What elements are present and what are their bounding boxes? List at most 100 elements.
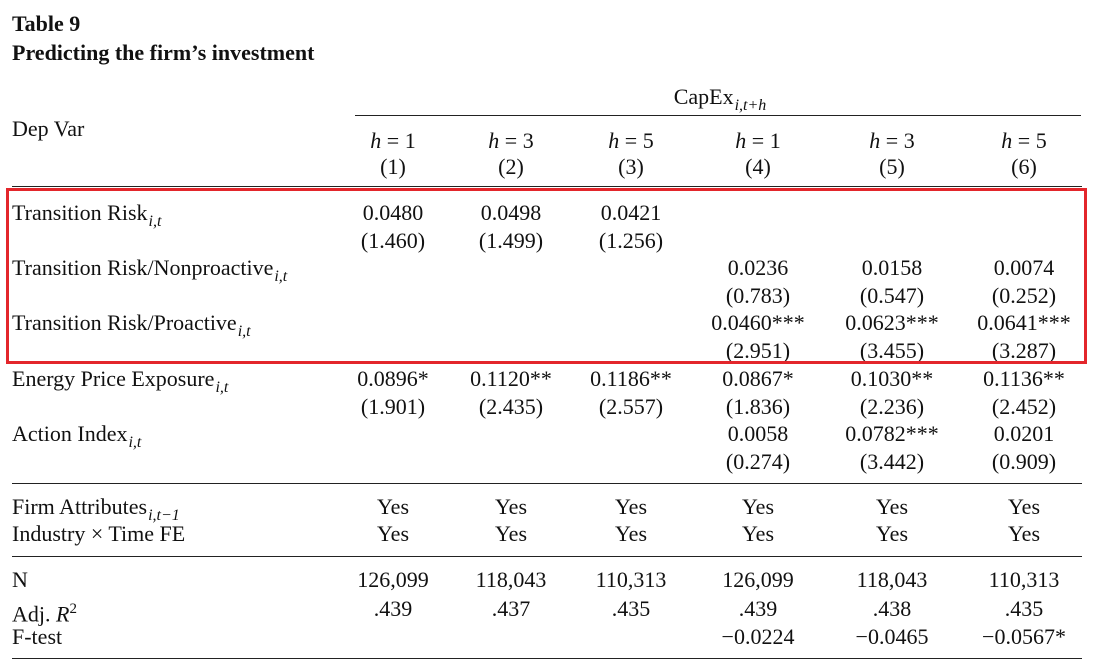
stat-label: Adj. R2 xyxy=(12,596,77,627)
tstat-cell: (0.252) xyxy=(991,283,1057,308)
coefficient-cell: 0.0641*** xyxy=(977,310,1071,335)
coefficient-cell: 0.0896* xyxy=(357,366,429,391)
coefficient-cell: 0.0236 xyxy=(727,255,789,280)
coefficient-cell: 0.0480 xyxy=(362,200,424,225)
control-cell: Yes xyxy=(741,521,775,546)
tstat-cell: (3.442) xyxy=(859,449,925,474)
label-text: Transition Risk/Proactive xyxy=(12,310,237,335)
row-label: Transition Riski,t xyxy=(12,200,162,230)
control-cell: Yes xyxy=(614,494,648,519)
control-cell: Yes xyxy=(494,494,528,519)
tstat-cell: (0.547) xyxy=(859,283,925,308)
table-number: Table 9 xyxy=(12,11,81,36)
column-number: (3) xyxy=(618,154,644,179)
control-label: Industry × Time FE xyxy=(12,521,185,547)
column-horizon: h = 1 xyxy=(370,128,416,153)
control-cell: Yes xyxy=(494,521,528,546)
dep-var-header: CapExi,t+h xyxy=(673,84,767,114)
top-rule xyxy=(12,186,1082,187)
tstat-cell: (1.460) xyxy=(360,228,426,253)
bottom-rule xyxy=(12,658,1082,659)
label-subscript: i,t xyxy=(148,213,162,230)
stat-label: F-test xyxy=(12,624,62,650)
column-horizon: h = 5 xyxy=(608,128,654,153)
label-text: Firm Attributes xyxy=(12,494,148,519)
dep-var-label: Dep Var xyxy=(12,116,85,141)
coefficient-cell: 0.1030** xyxy=(850,366,934,391)
label-subscript: i,t xyxy=(128,434,142,451)
coefficient-cell: 0.0867* xyxy=(722,366,794,391)
coefficient-cell: 0.1120** xyxy=(470,366,552,391)
stat-cell: .437 xyxy=(491,596,531,621)
coefficient-cell: 0.0158 xyxy=(861,255,923,280)
stat-cell: 126,099 xyxy=(722,567,794,592)
control-cell: Yes xyxy=(875,494,909,519)
tstat-cell: (1.901) xyxy=(360,394,426,419)
column-horizon: h = 1 xyxy=(735,128,781,153)
tstat-cell: (0.909) xyxy=(991,449,1057,474)
coefficient-cell: 0.1186** xyxy=(590,366,672,391)
row-label: Energy Price Exposurei,t xyxy=(12,366,229,396)
control-cell: Yes xyxy=(1007,521,1041,546)
column-horizon: h = 3 xyxy=(869,128,915,153)
table-caption: Predicting the firm’s investment xyxy=(12,40,315,65)
control-cell: Yes xyxy=(741,494,775,519)
label-text: N xyxy=(12,567,28,592)
tstat-cell: (2.557) xyxy=(598,394,664,419)
label-subscript: i,t xyxy=(215,379,229,396)
control-label: Firm Attributesi,t−1 xyxy=(12,494,180,524)
tstat-cell: (2.452) xyxy=(991,394,1057,419)
coefficient-cell: 0.0498 xyxy=(480,200,542,225)
coefficient-cell: 0.1136** xyxy=(983,366,1065,391)
stat-cell: 118,043 xyxy=(475,567,547,592)
stat-cell: .435 xyxy=(1004,596,1044,621)
mid-rule-1 xyxy=(12,483,1082,484)
column-number: (2) xyxy=(498,154,524,179)
coefficient-cell: 0.0460*** xyxy=(711,310,805,335)
mid-rule-2 xyxy=(12,556,1082,557)
tstat-cell: (1.836) xyxy=(725,394,791,419)
coefficient-cell: 0.0623*** xyxy=(845,310,939,335)
label-subscript: i,t−1 xyxy=(148,507,180,524)
tstat-cell: (0.783) xyxy=(725,283,791,308)
stat-cell: 126,099 xyxy=(357,567,429,592)
coefficient-cell: 0.0074 xyxy=(993,255,1055,280)
label-text: Action Index xyxy=(12,421,128,446)
row-label: Action Indexi,t xyxy=(12,421,142,451)
tstat-cell: (1.256) xyxy=(598,228,664,253)
stat-label: N xyxy=(12,567,28,593)
stat-cell: .438 xyxy=(872,596,912,621)
label-superscript: 2 xyxy=(69,601,77,617)
stat-cell: 118,043 xyxy=(856,567,928,592)
label-text: Industry × Time FE xyxy=(12,521,186,546)
coefficient-cell: 0.0201 xyxy=(993,421,1055,446)
label-text: Transition Risk/Nonproactive xyxy=(12,255,274,280)
stat-cell: .439 xyxy=(738,596,778,621)
stat-cell: .435 xyxy=(611,596,651,621)
column-number: (1) xyxy=(380,154,406,179)
header-rule xyxy=(355,115,1081,116)
tstat-cell: (3.287) xyxy=(991,338,1057,363)
label-text: Adj. R xyxy=(12,601,70,627)
label-subscript: i,t xyxy=(237,323,251,340)
stat-cell: −0.0465 xyxy=(855,624,929,649)
control-cell: Yes xyxy=(1007,494,1041,519)
label-text: F-test xyxy=(12,624,63,649)
stat-cell: 110,313 xyxy=(595,567,667,592)
stat-cell: .439 xyxy=(373,596,413,621)
column-number: (6) xyxy=(1011,154,1037,179)
stat-cell: 110,313 xyxy=(988,567,1060,592)
control-cell: Yes xyxy=(376,521,410,546)
tstat-cell: (2.435) xyxy=(478,394,544,419)
column-number: (4) xyxy=(745,154,771,179)
column-horizon: h = 3 xyxy=(488,128,534,153)
coefficient-cell: 0.0421 xyxy=(600,200,662,225)
tstat-cell: (0.274) xyxy=(725,449,791,474)
tstat-cell: (2.951) xyxy=(725,338,791,363)
stat-cell: −0.0224 xyxy=(721,624,795,649)
column-number: (5) xyxy=(879,154,905,179)
label-subscript: i,t+h xyxy=(734,97,767,114)
tstat-cell: (1.499) xyxy=(478,228,544,253)
tstat-cell: (2.236) xyxy=(859,394,925,419)
label-text: CapEx xyxy=(673,84,734,109)
